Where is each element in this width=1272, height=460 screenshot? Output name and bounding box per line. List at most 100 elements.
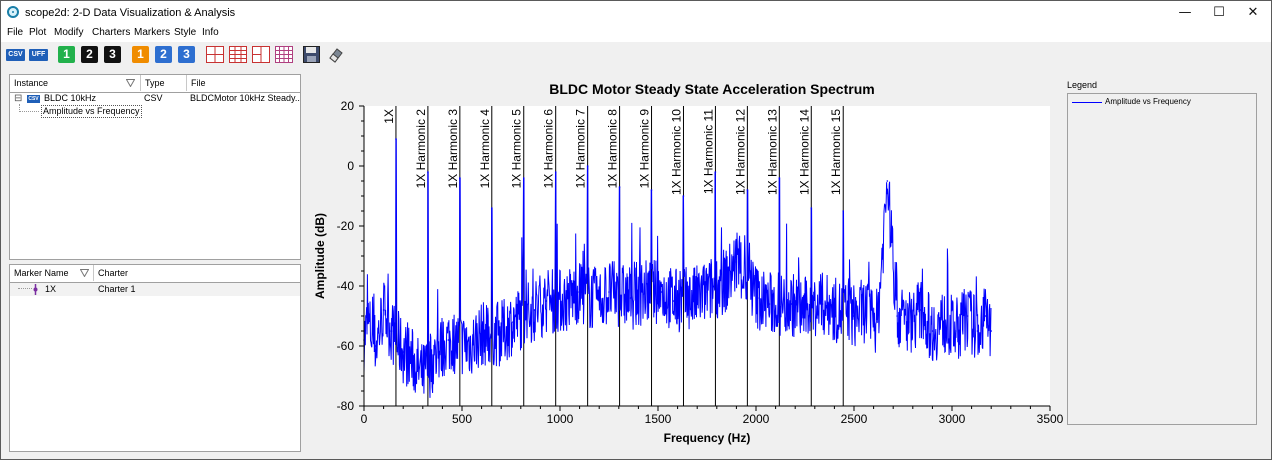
column-type[interactable]: Type xyxy=(141,75,187,91)
marker-label: 1X Harmonic 8 xyxy=(606,109,620,189)
menu-plot[interactable]: Plot xyxy=(29,27,47,38)
y-tick-label: -20 xyxy=(337,219,355,233)
maximize-button[interactable]: ☐ xyxy=(1213,5,1225,20)
legend-swatch xyxy=(1072,102,1102,103)
marker-label: 1X Harmonic 3 xyxy=(446,109,460,189)
marker-label: 1X Harmonic 11 xyxy=(701,109,715,194)
x-tick-label: 2000 xyxy=(743,412,770,426)
channel-1-button[interactable]: 1 xyxy=(132,46,149,63)
y-tick-label: 0 xyxy=(347,159,354,173)
channel-2-button[interactable]: 2 xyxy=(155,46,172,63)
data-point xyxy=(608,291,610,293)
save-icon[interactable] xyxy=(303,46,320,63)
data-point xyxy=(943,321,945,323)
data-point xyxy=(412,360,414,362)
marker-row[interactable]: 1X Charter 1 xyxy=(10,283,300,296)
axes: 0 500 1000 1500 2000 2500 3000 3500 20 0 -20 -40 -60… xyxy=(337,99,1064,426)
close-button[interactable]: ✕ xyxy=(1247,5,1259,20)
data-point xyxy=(447,339,450,341)
marker-name: 1X xyxy=(45,284,57,294)
filter-icon[interactable] xyxy=(80,269,89,277)
data-point xyxy=(382,309,385,311)
data-point xyxy=(522,177,525,179)
series-item[interactable]: Amplitude vs Frequency xyxy=(41,105,142,118)
column-marker-name[interactable]: Marker Name xyxy=(10,265,94,281)
x-tick-label: 3500 xyxy=(1037,412,1064,426)
data-point xyxy=(976,330,979,332)
data-point xyxy=(853,315,855,317)
instance-type: CSV xyxy=(144,93,163,103)
data-point xyxy=(618,186,621,188)
data-point xyxy=(896,315,898,317)
eraser-icon[interactable] xyxy=(327,46,344,63)
data-point xyxy=(966,315,969,317)
data-point xyxy=(598,300,600,302)
data-point xyxy=(427,171,429,173)
data-point xyxy=(931,330,934,332)
x-tick-label: 1000 xyxy=(547,412,574,426)
marker-icon xyxy=(33,284,38,295)
menu-style[interactable]: Style xyxy=(174,27,197,38)
uff-import-button[interactable]: UFF xyxy=(29,49,48,61)
data-point xyxy=(984,315,987,317)
data-point xyxy=(955,330,957,332)
instance-name: BLDC 10kHz xyxy=(44,93,97,103)
collapse-toggle-icon[interactable]: ⊟ xyxy=(14,93,23,104)
menu-info[interactable]: Info xyxy=(202,27,219,38)
menu-modify[interactable]: Modify xyxy=(54,27,84,38)
grid-2col-icon[interactable] xyxy=(252,46,270,63)
channel-3-button[interactable]: 3 xyxy=(178,46,195,63)
data-point xyxy=(576,291,579,293)
data-point xyxy=(641,291,644,293)
column-charter[interactable]: Charter xyxy=(98,268,129,278)
x-axis-label: Frequency (Hz) xyxy=(664,431,751,445)
filter-icon[interactable] xyxy=(126,79,135,87)
layout-3-button[interactable]: 3 xyxy=(104,46,121,63)
data-point xyxy=(512,321,514,323)
series-group xyxy=(363,138,992,398)
data-point xyxy=(768,303,771,305)
data-point xyxy=(886,180,889,182)
title-bar: scope2d: 2-D Data Visualization & Analys… xyxy=(1,1,1271,25)
grid-fine-icon[interactable] xyxy=(275,46,293,63)
instance-file: BLDCMotor 10kHz Steady... xyxy=(190,93,301,103)
layout-2-button[interactable]: 2 xyxy=(81,46,98,63)
instance-table-header: Instance Type File xyxy=(10,75,300,93)
layout-1-button[interactable]: 1 xyxy=(58,46,75,63)
data-point xyxy=(533,309,536,311)
data-point xyxy=(459,177,461,179)
window-title: scope2d: 2-D Data Visualization & Analys… xyxy=(25,7,236,19)
toolbar: CSV UFF 1 2 3 1 2 3 xyxy=(1,42,1271,67)
menu-charters[interactable]: Charters xyxy=(92,27,131,38)
data-point xyxy=(545,300,548,302)
grid-2row-icon[interactable] xyxy=(206,46,224,63)
data-point xyxy=(757,297,759,299)
menu-markers[interactable]: Markers xyxy=(134,27,171,38)
x-tick-label: 3000 xyxy=(939,412,966,426)
data-point xyxy=(586,165,589,167)
marker-charter: Charter 1 xyxy=(98,284,136,294)
column-file[interactable]: File xyxy=(187,75,300,91)
data-point xyxy=(682,195,685,197)
x-tick-label: 500 xyxy=(452,412,472,426)
csv-import-button[interactable]: CSV xyxy=(6,49,25,61)
y-tick-label: -40 xyxy=(337,279,355,293)
data-point xyxy=(908,321,910,323)
data-point xyxy=(650,189,653,191)
spectrum-chart[interactable]: BLDC Motor Steady State Acceleration Spe… xyxy=(304,70,1064,456)
app-logo-icon xyxy=(7,6,19,18)
marker-panel: Marker Name Charter 1X Charter 1 xyxy=(9,264,301,452)
chart-area: BLDC Motor Steady State Acceleration Spe… xyxy=(304,70,1064,456)
column-instance[interactable]: Instance xyxy=(10,75,141,91)
menu-file[interactable]: File xyxy=(7,27,24,38)
y-tick-label: 20 xyxy=(341,99,355,113)
legend-box: Amplitude vs Frequency xyxy=(1067,93,1257,425)
grid-4x4-icon[interactable] xyxy=(229,46,247,63)
tree-line xyxy=(19,104,21,112)
data-point xyxy=(469,345,471,347)
y-axis-label: Amplitude (dB) xyxy=(313,213,327,299)
instance-row[interactable]: ⊟ CSV BLDC 10kHz CSV BLDCMotor 10kHz Ste… xyxy=(10,93,300,106)
minimize-button[interactable]: — xyxy=(1178,5,1192,20)
legend-entry[interactable]: Amplitude vs Frequency xyxy=(1070,96,1254,109)
